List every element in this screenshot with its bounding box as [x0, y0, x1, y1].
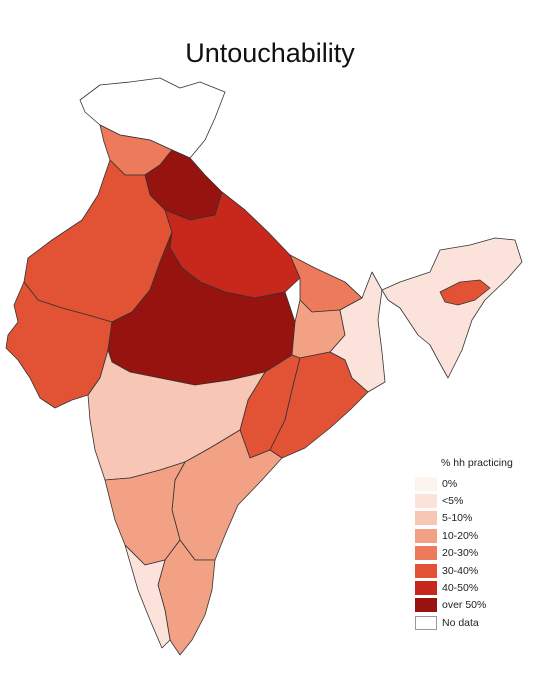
- map-title: Untouchability: [185, 38, 355, 68]
- region-kerala: [124, 544, 171, 649]
- region-gujarat: [5, 281, 113, 409]
- legend-swatch: [415, 563, 437, 578]
- legend-label: over 50%: [442, 599, 487, 612]
- legend-label: No data: [442, 616, 479, 629]
- legend-label: 30-40%: [442, 564, 479, 577]
- legend-swatch: [415, 546, 437, 561]
- legend: % hh practicing 0% <5% 5-10% 10-20% 20-30% 30…: [415, 457, 513, 632]
- legend-label: <5%: [442, 495, 464, 508]
- legend-label: 0%: [442, 477, 458, 490]
- legend-swatch: [415, 581, 437, 596]
- legend-entry: 40-50%: [415, 579, 513, 596]
- legend-entry: 20-30%: [415, 545, 513, 562]
- legend-entry: 10-20%: [415, 527, 513, 544]
- legend-title: % hh practicing: [441, 457, 513, 469]
- legend-entry: 30-40%: [415, 562, 513, 579]
- legend-entry: over 50%: [415, 597, 513, 614]
- legend-entry: 0%: [415, 475, 513, 492]
- region-assam-hotspot: [439, 279, 491, 306]
- legend-entry: No data: [415, 614, 513, 631]
- legend-swatch: [415, 494, 437, 509]
- legend-entry: 5-10%: [415, 510, 513, 527]
- region-karnataka: [104, 461, 186, 566]
- legend-label: 5-10%: [442, 512, 473, 525]
- legend-label: 40-50%: [442, 582, 479, 595]
- legend-swatch: [415, 476, 437, 491]
- legend-swatch: [415, 511, 437, 526]
- legend-swatch: [415, 598, 437, 613]
- legend-swatch: [415, 528, 437, 543]
- region-northeast: [381, 237, 523, 379]
- region-odisha: [269, 351, 369, 459]
- legend-swatch: [415, 615, 437, 630]
- legend-entry: <5%: [415, 492, 513, 509]
- legend-label: 20-30%: [442, 547, 479, 560]
- legend-label: 10-20%: [442, 529, 479, 542]
